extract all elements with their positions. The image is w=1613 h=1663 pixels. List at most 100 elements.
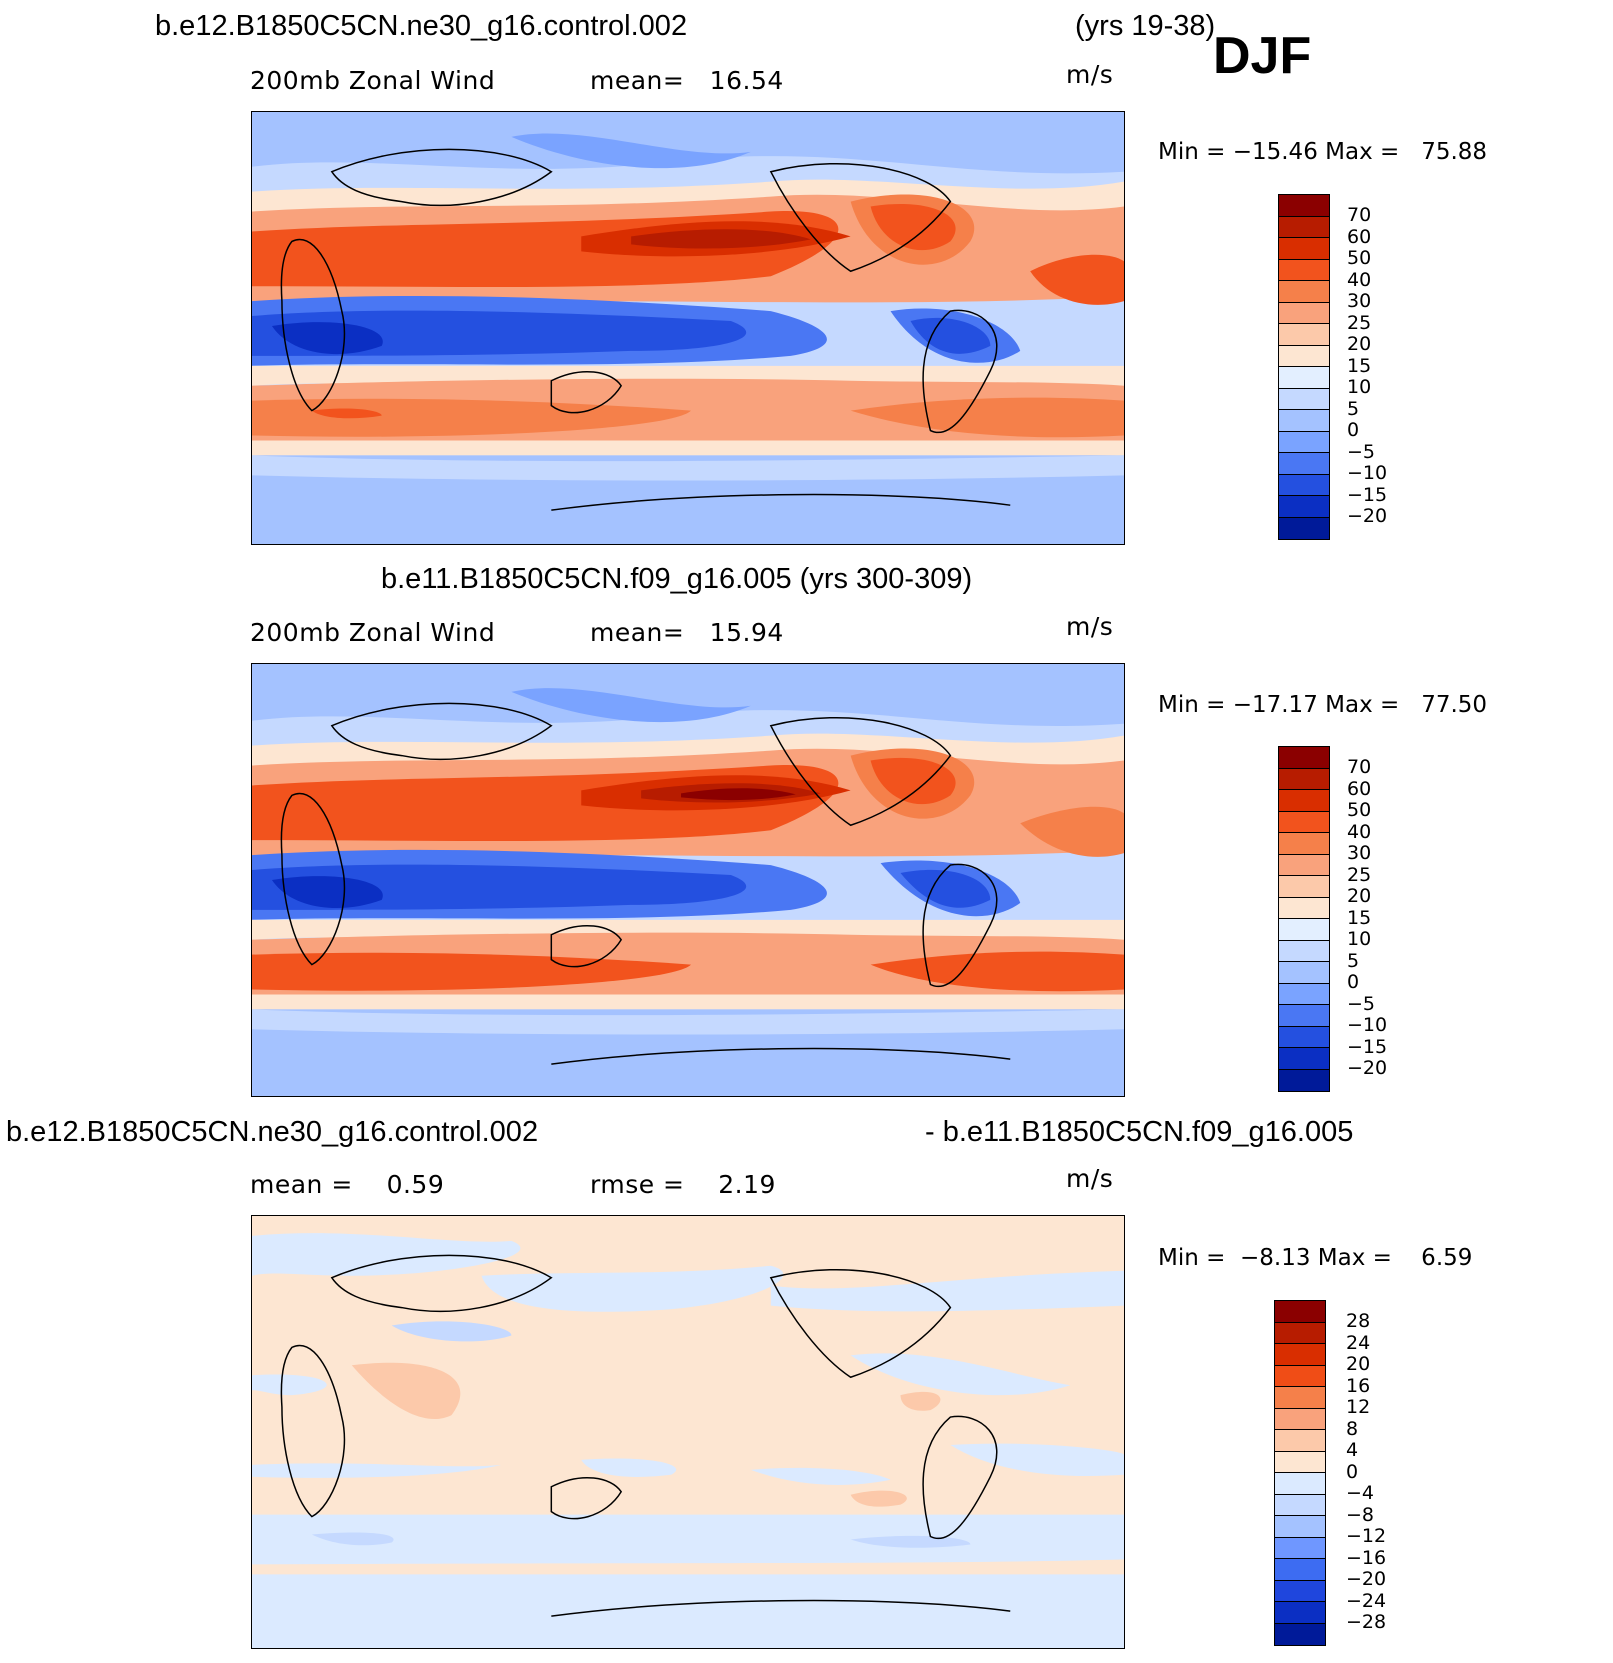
colorbar-swatch (1279, 453, 1329, 475)
colorbar-swatch (1279, 747, 1329, 769)
colorbar-tick-label: 24 (1346, 1331, 1371, 1354)
panel2-colorbar (1278, 746, 1330, 1092)
colorbar-swatch (1279, 1048, 1329, 1070)
colorbar-tick-label: 5 (1347, 949, 1360, 972)
colorbar-tick-label: −10 (1347, 1014, 1388, 1036)
colorbar-swatch (1279, 768, 1329, 790)
panel3-units: m/s (1066, 1164, 1114, 1193)
colorbar-tick-label: 25 (1347, 311, 1372, 334)
colorbar-tick-label: 0 (1346, 1460, 1359, 1483)
colorbar-tick-label: 60 (1347, 225, 1372, 248)
colorbar-swatch (1275, 1473, 1325, 1495)
colorbar-tick-label: 60 (1347, 777, 1372, 800)
colorbar-tick-label: −4 (1346, 1482, 1375, 1504)
colorbar-tick-label: 50 (1347, 247, 1372, 269)
colorbar-swatch (1279, 876, 1329, 898)
colorbar-swatch (1279, 940, 1329, 962)
colorbar-swatch (1279, 259, 1329, 281)
colorbar-tick-label: 0 (1347, 419, 1360, 441)
panel2-variable: 200mb Zonal Wind (250, 618, 496, 647)
colorbar-swatch (1279, 833, 1329, 855)
colorbar-tick-label: −15 (1347, 483, 1388, 506)
colorbar-swatch (1279, 216, 1329, 238)
panel3-colorbar (1274, 1300, 1326, 1646)
panel1-minmax: Min = −15.46 Max = 75.88 (1158, 139, 1488, 165)
panel1-variable: 200mb Zonal Wind (250, 66, 496, 95)
panel3-title-left: b.e12.B1850C5CN.ne30_g16.control.002 (6, 1116, 539, 1148)
colorbar-tick-label: 40 (1347, 268, 1372, 291)
colorbar-tick-label: −8 (1346, 1503, 1375, 1526)
colorbar-swatch (1275, 1537, 1325, 1559)
colorbar-swatch (1279, 811, 1329, 833)
colorbar-tick-label: 20 (1347, 885, 1372, 907)
panel1-field (252, 112, 1124, 544)
colorbar-swatch (1279, 854, 1329, 876)
colorbar-swatch (1279, 962, 1329, 984)
colorbar-tick-label: 30 (1347, 290, 1372, 312)
colorbar-swatch (1279, 345, 1329, 367)
colorbar-tick-label: 25 (1347, 863, 1372, 886)
colorbar-swatch (1275, 1559, 1325, 1581)
panel3-title-right: - b.e11.B1850C5CN.f09_g16.005 (925, 1116, 1354, 1148)
colorbar-tick-label: 12 (1346, 1396, 1371, 1418)
colorbar-tick-label: 10 (1347, 928, 1372, 950)
colorbar-swatch (1279, 1026, 1329, 1048)
colorbar-swatch (1279, 474, 1329, 496)
colorbar-swatch (1279, 790, 1329, 812)
panel2-units: m/s (1066, 612, 1114, 641)
panel3-mean: mean = 0.59 (250, 1170, 445, 1199)
colorbar-swatch (1279, 195, 1329, 217)
colorbar-tick-label: 15 (1347, 906, 1372, 929)
colorbar-tick-label: −16 (1346, 1546, 1387, 1569)
colorbar-tick-label: 30 (1347, 842, 1372, 864)
colorbar-tick-label: 4 (1346, 1439, 1359, 1461)
colorbar-swatch (1275, 1516, 1325, 1538)
colorbar-swatch (1275, 1623, 1325, 1645)
colorbar-swatch (1279, 281, 1329, 303)
colorbar-swatch (1275, 1408, 1325, 1430)
colorbar-tick-label: 0 (1347, 971, 1360, 993)
colorbar-swatch (1275, 1387, 1325, 1409)
colorbar-tick-label: 40 (1347, 820, 1372, 843)
colorbar-tick-label: 20 (1346, 1353, 1371, 1375)
panel1-colorbar (1278, 194, 1330, 540)
colorbar-swatch (1275, 1301, 1325, 1323)
colorbar-tick-label: −10 (1347, 462, 1388, 484)
case-title-1: b.e12.B1850C5CN.ne30_g16.control.002 (155, 10, 688, 42)
years-label-1: (yrs 19-38) (1075, 10, 1216, 42)
colorbar-swatch (1275, 1451, 1325, 1473)
panel2-mean: mean= 15.94 (590, 618, 784, 647)
colorbar-swatch (1275, 1602, 1325, 1624)
colorbar-tick-label: −20 (1347, 505, 1388, 527)
panel2-minmax: Min = −17.17 Max = 77.50 (1158, 692, 1488, 718)
colorbar-swatch (1279, 983, 1329, 1005)
panel2-title: b.e11.B1850C5CN.f09_g16.005 (yrs 300-309… (381, 563, 973, 595)
colorbar-tick-label: 16 (1346, 1374, 1371, 1397)
colorbar-swatch (1279, 496, 1329, 518)
panel3-field (252, 1216, 1124, 1648)
panel1-map (251, 111, 1125, 545)
colorbar-swatch (1279, 1005, 1329, 1027)
panel2-field (252, 664, 1124, 1096)
colorbar-swatch (1279, 1069, 1329, 1091)
colorbar-tick-label: −20 (1346, 1568, 1387, 1590)
panel2-map (251, 663, 1125, 1097)
colorbar-tick-label: 10 (1347, 376, 1372, 398)
colorbar-swatch (1279, 302, 1329, 324)
panel1-units: m/s (1066, 60, 1114, 89)
colorbar-swatch (1275, 1580, 1325, 1602)
colorbar-tick-label: −15 (1347, 1035, 1388, 1058)
colorbar-swatch (1279, 517, 1329, 539)
colorbar-swatch (1275, 1344, 1325, 1366)
colorbar-tick-label: −12 (1346, 1525, 1387, 1547)
colorbar-tick-label: −20 (1347, 1057, 1388, 1079)
colorbar-tick-label: 50 (1347, 799, 1372, 821)
colorbar-swatch (1279, 238, 1329, 260)
colorbar-tick-label: −5 (1347, 440, 1376, 463)
colorbar-swatch (1279, 388, 1329, 410)
colorbar-swatch (1279, 431, 1329, 453)
panel3-minmax: Min = −8.13 Max = 6.59 (1158, 1245, 1473, 1271)
panel3-rmse: rmse = 2.19 (590, 1170, 776, 1199)
panel3-map (251, 1215, 1125, 1649)
colorbar-tick-label: 20 (1347, 333, 1372, 355)
